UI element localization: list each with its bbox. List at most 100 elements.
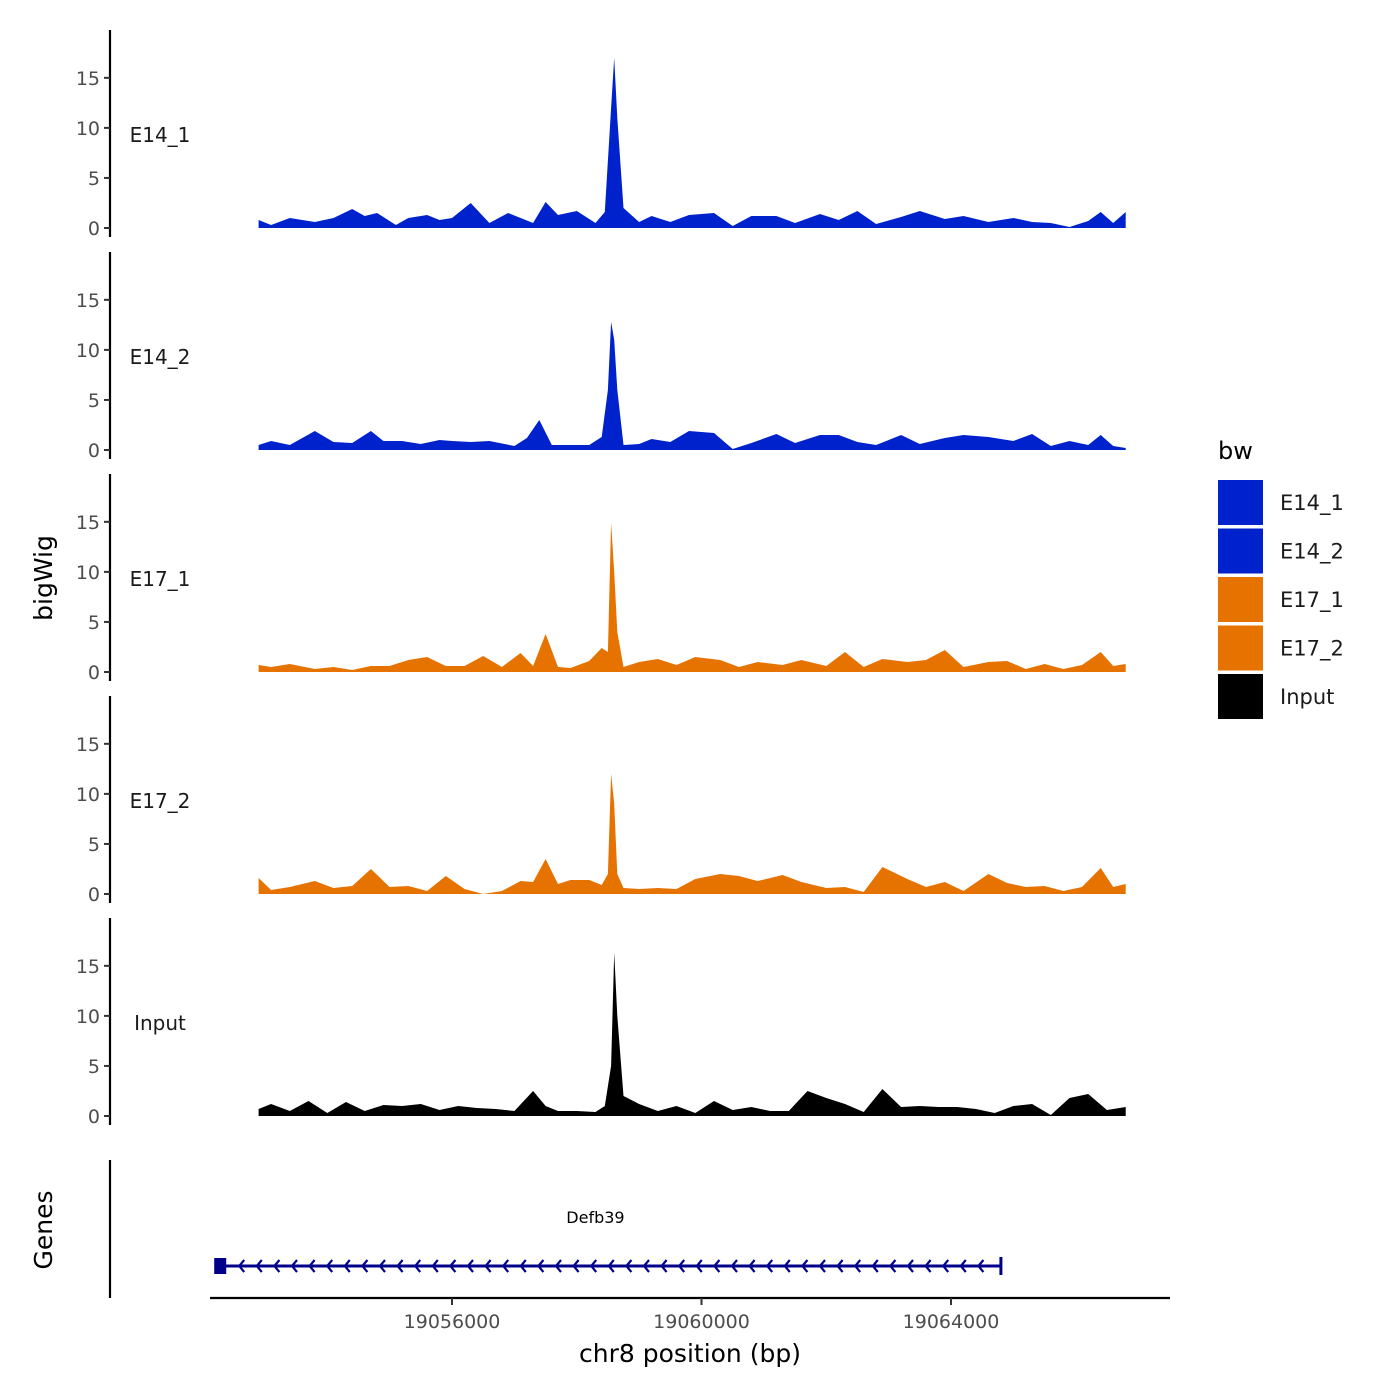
strand-arrow <box>695 1259 703 1273</box>
strand-arrow <box>624 1259 633 1273</box>
strand-arrow <box>360 1259 369 1273</box>
y-tick-label: 15 <box>76 68 100 90</box>
strand-arrow <box>448 1259 457 1273</box>
x-axis-title: chr8 position (bp) <box>579 1339 801 1368</box>
strand-arrow <box>800 1259 809 1273</box>
x-tick-label: 19064000 <box>903 1311 1000 1333</box>
strand-arrow <box>501 1259 510 1273</box>
track-label: E17_1 <box>130 567 191 591</box>
y-tick-label: 10 <box>76 1006 100 1028</box>
signal-tracks: 0 5 10 15 E14_1 0 5 10 15 E14_2 0 5 10 15 E17_1 0 5 10 15 E… <box>76 30 1126 1128</box>
legend-label: E14_2 <box>1280 540 1344 565</box>
y-tick-label: 15 <box>76 512 100 534</box>
track-input: 0 5 10 15 Input <box>76 918 1126 1128</box>
strand-arrow <box>712 1259 721 1273</box>
strand-arrow <box>308 1259 316 1273</box>
x-tick-label: 19060000 <box>653 1311 750 1333</box>
legend-swatch <box>1218 577 1263 622</box>
strand-arrow <box>941 1259 950 1273</box>
track-label: Input <box>134 1011 186 1035</box>
track-e17-2: 0 5 10 15 E17_2 <box>76 696 1126 906</box>
strand-arrow <box>378 1259 386 1273</box>
strand-arrow <box>431 1259 439 1273</box>
y-tick-label: 5 <box>88 834 100 856</box>
strand-arrow <box>906 1259 914 1273</box>
strand-arrow <box>836 1259 844 1273</box>
track-label: E14_1 <box>130 123 191 147</box>
y-tick-label: 15 <box>76 734 100 756</box>
strand-arrow <box>976 1259 985 1273</box>
strand-arrow <box>413 1259 422 1273</box>
strand-arrow <box>765 1259 774 1273</box>
strand-arrow <box>589 1259 598 1273</box>
strand-arrow <box>818 1259 826 1273</box>
y-tick-label: 0 <box>88 218 100 240</box>
strand-arrow <box>660 1259 668 1273</box>
y-tick-label: 0 <box>88 440 100 462</box>
y-tick-label: 0 <box>88 1106 100 1128</box>
y-tick-label: 5 <box>88 1056 100 1078</box>
strand-arrow <box>959 1259 967 1273</box>
strand-arrow <box>730 1259 738 1273</box>
strand-arrow <box>871 1259 879 1273</box>
strand-arrow <box>396 1259 404 1273</box>
signal-area-e14-2 <box>258 321 1126 450</box>
legend-swatch <box>1218 528 1263 574</box>
strand-arrow <box>677 1259 686 1273</box>
legend-swatch <box>1218 625 1263 671</box>
legend-swatch <box>1218 480 1263 525</box>
strand-arrow <box>466 1259 474 1273</box>
y-tick-label: 10 <box>76 118 100 140</box>
strand-arrow <box>888 1259 897 1273</box>
signal-area-e17-2 <box>258 773 1126 894</box>
gene-label: Defb39 <box>566 1208 624 1227</box>
y-tick-label: 10 <box>76 784 100 806</box>
legend: bw E14_1 E14_2 E17_1 E17_2 Input <box>1218 437 1344 719</box>
strand-arrow <box>748 1259 756 1273</box>
strand-arrow <box>484 1259 492 1273</box>
strand-arrow <box>255 1259 263 1273</box>
strand-arrow <box>536 1259 545 1273</box>
x-axis: 19056000 19060000 19064000 <box>210 1296 1170 1333</box>
strand-arrow <box>783 1259 791 1273</box>
legend-title: bw <box>1218 437 1253 465</box>
legend-label: E17_2 <box>1280 637 1344 662</box>
signal-area-input <box>258 952 1126 1116</box>
genes-track-title: Genes <box>29 1190 58 1269</box>
strand-arrow <box>554 1259 562 1273</box>
track-e17-1: 0 5 10 15 E17_1 <box>76 474 1126 684</box>
legend-label: Input <box>1280 685 1334 709</box>
y-tick-label: 15 <box>76 290 100 312</box>
y-tick-label: 15 <box>76 956 100 978</box>
y-tick-label: 10 <box>76 340 100 362</box>
signal-area-e17-1 <box>258 522 1126 672</box>
track-e14-2: 0 5 10 15 E14_2 <box>76 252 1126 462</box>
strand-arrow <box>343 1259 351 1273</box>
y-tick-label: 0 <box>88 884 100 906</box>
signal-area-e14-1 <box>258 57 1126 228</box>
legend-label: E14_1 <box>1280 491 1344 516</box>
strand-arrow <box>519 1259 527 1273</box>
track-label: E17_2 <box>130 789 191 813</box>
track-e14-1: 0 5 10 15 E14_1 <box>76 30 1126 240</box>
strand-arrow <box>290 1259 298 1273</box>
strand-arrow <box>237 1259 246 1273</box>
strand-arrow <box>572 1259 580 1273</box>
genes-track: Defb39 <box>108 1160 1003 1298</box>
track-label: E14_2 <box>130 345 191 369</box>
strand-arrow <box>272 1259 281 1273</box>
y-tick-label: 5 <box>88 168 100 190</box>
strand-arrow <box>642 1259 650 1273</box>
strand-arrow <box>924 1259 932 1273</box>
x-tick-label: 19056000 <box>404 1311 501 1333</box>
y-tick-label: 5 <box>88 612 100 634</box>
gene-exon <box>214 1258 227 1274</box>
strand-arrow <box>325 1259 334 1273</box>
y-tick-label: 10 <box>76 562 100 584</box>
strand-arrow <box>853 1259 862 1273</box>
y-axis-title: bigWig <box>29 535 58 621</box>
strand-arrow <box>607 1259 615 1273</box>
legend-swatch <box>1218 674 1263 719</box>
y-tick-label: 5 <box>88 390 100 412</box>
